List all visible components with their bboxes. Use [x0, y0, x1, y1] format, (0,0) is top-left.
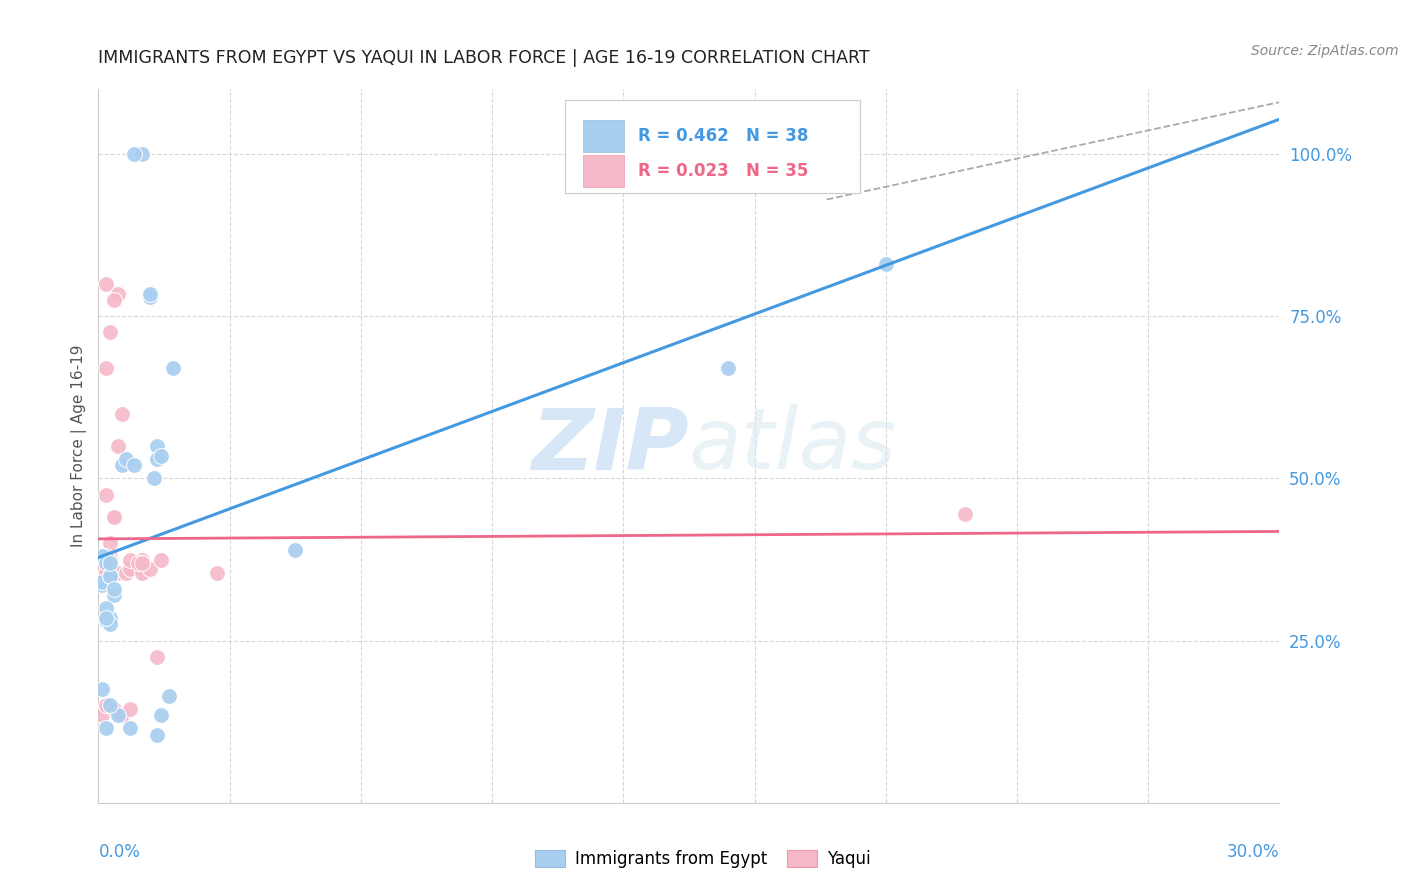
Point [205, 566, 228, 580]
Point [111, 458, 134, 473]
Point [96, 361, 118, 376]
Point [107, 566, 129, 580]
Text: 0.0%: 0.0% [98, 843, 141, 861]
Point [118, 562, 141, 576]
Point [150, 708, 173, 723]
Text: Source: ZipAtlas.com: Source: ZipAtlas.com [1251, 44, 1399, 58]
Point [138, 286, 160, 301]
Point [131, 147, 153, 161]
Text: R = 0.462   N = 38: R = 0.462 N = 38 [638, 127, 808, 145]
Point [122, 458, 145, 473]
Point [91, 549, 114, 564]
Point [96, 698, 118, 713]
Point [91, 575, 114, 590]
Point [122, 147, 145, 161]
Point [138, 290, 160, 304]
Point [98, 617, 121, 632]
Point [107, 708, 129, 723]
Point [96, 566, 118, 580]
Point [96, 277, 118, 291]
Point [953, 507, 976, 521]
Point [118, 721, 141, 735]
Point [96, 488, 118, 502]
FancyBboxPatch shape [565, 100, 860, 193]
Point [146, 649, 169, 664]
Point [96, 556, 118, 570]
Text: ZIP: ZIP [531, 404, 689, 488]
Point [91, 682, 114, 697]
Point [103, 582, 125, 596]
Point [98, 549, 121, 564]
FancyBboxPatch shape [582, 155, 624, 187]
Point [717, 361, 740, 376]
Point [875, 257, 897, 271]
Point [107, 286, 129, 301]
Point [98, 536, 121, 550]
Point [96, 614, 118, 628]
FancyBboxPatch shape [582, 120, 624, 152]
Point [111, 407, 134, 421]
Point [98, 568, 121, 582]
Point [96, 556, 118, 570]
Point [103, 293, 125, 307]
Point [150, 449, 173, 463]
Point [118, 552, 141, 566]
Point [146, 439, 169, 453]
Point [96, 721, 118, 735]
Point [146, 452, 169, 467]
Point [146, 728, 169, 742]
Text: R = 0.023   N = 35: R = 0.023 N = 35 [638, 162, 808, 180]
Point [157, 689, 180, 703]
Point [131, 566, 153, 580]
Text: atlas: atlas [689, 404, 897, 488]
Point [111, 708, 134, 723]
Point [127, 556, 149, 570]
Point [284, 542, 307, 557]
Point [142, 471, 165, 485]
Point [131, 552, 153, 566]
Point [103, 510, 125, 524]
Point [96, 611, 118, 625]
Point [162, 361, 184, 376]
Point [98, 552, 121, 566]
Point [107, 439, 129, 453]
Y-axis label: In Labor Force | Age 16-19: In Labor Force | Age 16-19 [72, 344, 87, 548]
Point [98, 568, 121, 582]
Point [118, 702, 141, 716]
Point [96, 601, 118, 615]
Point [150, 552, 173, 566]
Text: IMMIGRANTS FROM EGYPT VS YAQUI IN LABOR FORCE | AGE 16-19 CORRELATION CHART: IMMIGRANTS FROM EGYPT VS YAQUI IN LABOR … [98, 49, 870, 67]
Text: 30.0%: 30.0% [1227, 843, 1279, 861]
Point [131, 556, 153, 570]
Point [91, 562, 114, 576]
Point [103, 588, 125, 602]
Point [91, 708, 114, 723]
Point [98, 556, 121, 570]
Point [98, 698, 121, 713]
Point [103, 702, 125, 716]
Point [103, 510, 125, 524]
Point [96, 549, 118, 564]
Point [91, 556, 114, 570]
Legend: Immigrants from Egypt, Yaqui: Immigrants from Egypt, Yaqui [529, 843, 877, 875]
Point [98, 611, 121, 625]
Point [91, 578, 114, 592]
Point [115, 566, 138, 580]
Point [138, 562, 160, 576]
Point [98, 326, 121, 340]
Point [115, 452, 138, 467]
